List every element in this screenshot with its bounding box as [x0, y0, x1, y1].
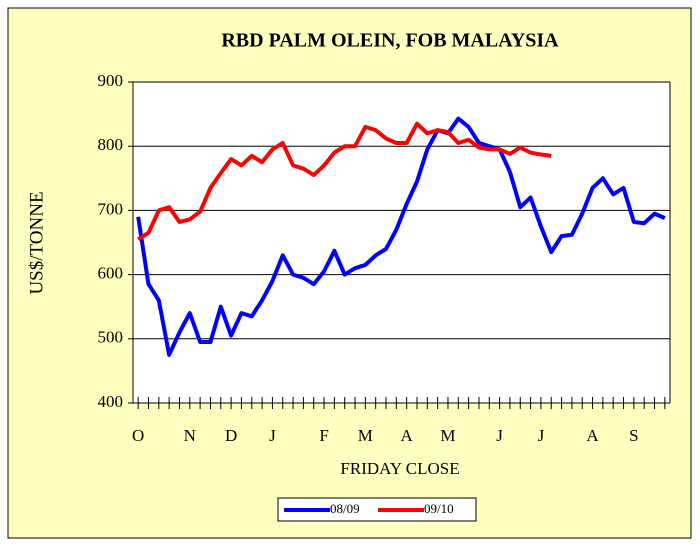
x-axis-label: FRIDAY CLOSE [340, 459, 459, 478]
legend [277, 497, 477, 522]
x-tick-label: S [629, 426, 638, 445]
x-tick-label: O [132, 426, 144, 445]
x-tick-label: N [184, 426, 196, 445]
legend-label: 09/10 [424, 501, 454, 516]
y-tick-label: 800 [98, 135, 124, 154]
y-tick-label: 600 [98, 264, 124, 283]
y-tick-label: 500 [98, 328, 124, 347]
legend-label: 08/09 [330, 501, 360, 516]
y-tick-label: 400 [98, 392, 124, 411]
y-tick-label: 900 [98, 71, 124, 90]
x-tick-label: A [586, 426, 599, 445]
x-tick-label: J [269, 426, 276, 445]
chart-title: RBD PALM OLEIN, FOB MALAYSIA [221, 30, 559, 52]
series-line [136, 116, 666, 357]
series-line [137, 121, 552, 241]
x-tick-label: J [496, 426, 503, 445]
x-tick-label: F [319, 426, 328, 445]
x-tick-label: D [225, 426, 237, 445]
plot-area [133, 82, 670, 403]
y-axis-label: US$/TONNE [26, 191, 47, 294]
x-tick-label: M [440, 426, 455, 445]
y-tick-label: 700 [98, 199, 124, 218]
x-tick-label: J [538, 426, 545, 445]
x-tick-label: M [358, 426, 373, 445]
x-tick-label: A [401, 426, 414, 445]
